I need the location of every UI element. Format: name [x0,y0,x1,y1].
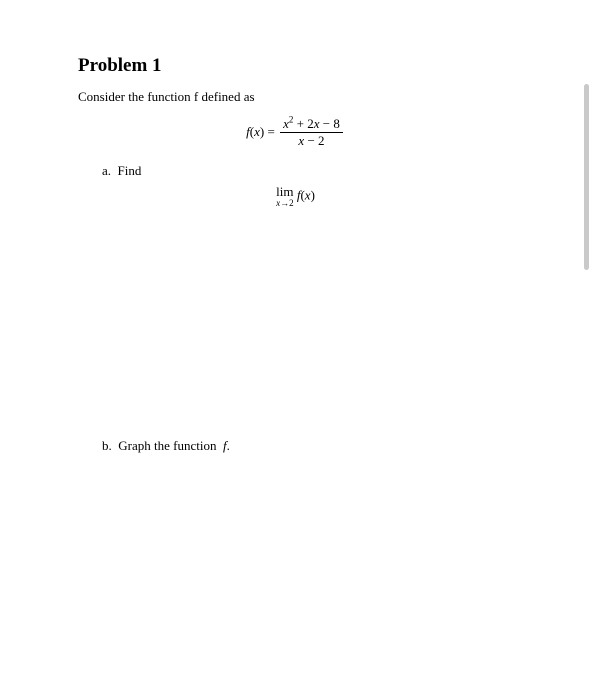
part-a-label: a. [102,163,111,178]
scrollbar-thumb[interactable] [584,84,589,270]
problem-title: Problem 1 [78,55,513,77]
intro-text: Consider the function f defined as [78,89,513,105]
fraction-denominator: x − 2 [280,133,343,148]
limit-expression: lim x→2 f(x) [78,185,513,208]
limit-operator: lim x→2 [276,185,294,208]
part-a-text: Find [118,163,142,178]
part-b-text: Graph the function [118,438,216,453]
part-b: b. Graph the function f. [78,438,513,454]
fraction: x2 + 2x − 8 x − 2 [280,117,343,149]
limit-op-text: lim [276,185,294,198]
part-a: a. Find [78,163,513,179]
function-definition: f(x) = x2 + 2x − 8 x − 2 [78,117,513,149]
part-b-label: b. [102,438,112,453]
page-content: Problem 1 Consider the function f define… [0,0,591,454]
part-b-suffix: . [227,438,230,453]
fraction-numerator: x2 + 2x − 8 [280,117,343,133]
limit-subscript: x→2 [276,199,294,208]
